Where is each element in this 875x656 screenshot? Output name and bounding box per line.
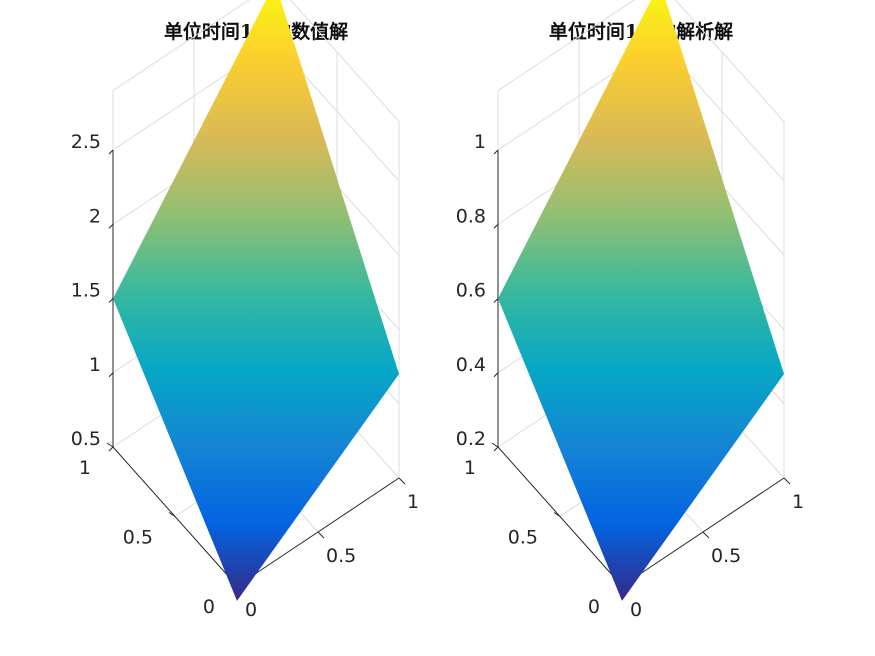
z-tick-label: 1 bbox=[89, 354, 101, 376]
z-tick-label: 0.6 bbox=[456, 280, 486, 302]
surface-plot[interactable] bbox=[113, 0, 399, 601]
z-tick-label: 0.4 bbox=[456, 354, 486, 376]
x-tick-mark bbox=[702, 531, 710, 539]
y-tick-mark bbox=[553, 512, 561, 517]
x-tick-label: 0.5 bbox=[326, 545, 356, 567]
z-tick-label: 0.2 bbox=[456, 428, 486, 450]
y-tick-label: 1 bbox=[79, 457, 91, 479]
z-tick-label: 1 bbox=[474, 131, 486, 153]
y-tick-mark bbox=[168, 512, 176, 517]
x-tick-label: 0 bbox=[630, 599, 642, 621]
z-tick-mark bbox=[108, 372, 114, 378]
surface-plot[interactable] bbox=[498, 0, 784, 601]
z-tick-mark bbox=[493, 446, 499, 452]
y-tick-mark bbox=[491, 442, 499, 448]
z-tick-mark bbox=[108, 149, 114, 155]
y-tick-label: 1 bbox=[464, 457, 476, 479]
subplot-numerical-solution: 单位时间1后的数值解 0.5 1 1.5 2 2.5 0 0.5 1 0 0.5… bbox=[71, 0, 419, 621]
y-tick-label: 0.5 bbox=[508, 527, 538, 549]
z-tick-mark bbox=[108, 446, 114, 452]
z-tick-label: 0.8 bbox=[456, 205, 486, 227]
x-tick-label: 0.5 bbox=[711, 545, 741, 567]
z-tick-mark bbox=[108, 223, 114, 229]
x-tick-label: 0 bbox=[245, 599, 257, 621]
tick-labels: 0.5 1 1.5 2 2.5 0 0.5 1 0 0.5 1 bbox=[71, 131, 419, 621]
subplot-analytical-solution: 单位时间1后的解析解 0.2 0.4 0.6 0.8 1 0 0.5 1 0 0… bbox=[456, 0, 804, 621]
z-tick-mark bbox=[493, 223, 499, 229]
z-tick-label: 2 bbox=[89, 205, 101, 227]
x-tick-label: 1 bbox=[407, 491, 419, 513]
z-tick-label: 0.5 bbox=[71, 428, 101, 450]
tick-labels: 0.2 0.4 0.6 0.8 1 0 0.5 1 0 0.5 1 bbox=[456, 131, 804, 621]
x-tick-mark bbox=[783, 477, 791, 485]
z-tick-mark bbox=[108, 298, 114, 303]
x-tick-mark bbox=[398, 477, 406, 485]
z-tick-label: 2.5 bbox=[71, 131, 101, 153]
z-tick-mark bbox=[493, 298, 499, 303]
y-tick-mark bbox=[106, 442, 114, 448]
z-tick-label: 1.5 bbox=[71, 280, 101, 302]
y-tick-label: 0 bbox=[588, 596, 600, 618]
z-tick-mark bbox=[493, 149, 499, 155]
y-tick-label: 0.5 bbox=[123, 527, 153, 549]
x-tick-label: 1 bbox=[792, 491, 804, 513]
z-tick-mark bbox=[493, 372, 499, 378]
y-tick-label: 0 bbox=[203, 596, 215, 618]
x-tick-mark bbox=[317, 531, 325, 539]
